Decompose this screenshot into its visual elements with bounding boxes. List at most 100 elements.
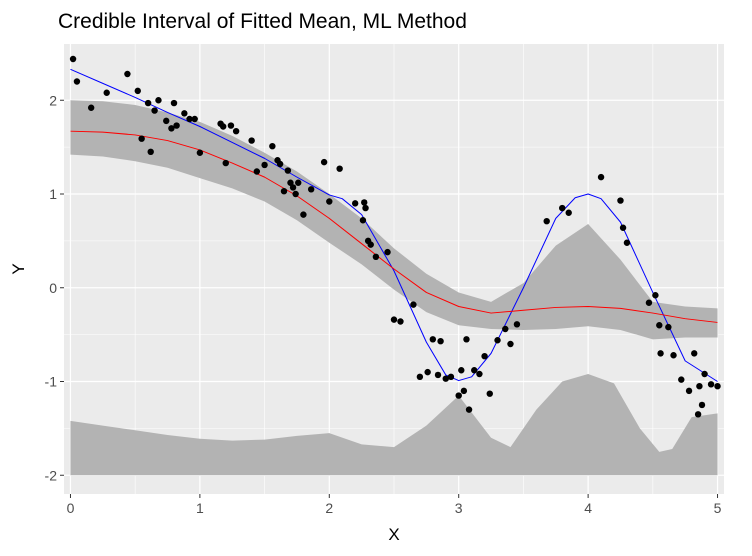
data-point <box>186 115 193 123</box>
data-point <box>617 197 624 204</box>
data-point <box>181 110 188 117</box>
data-point <box>652 292 659 299</box>
data-point <box>359 217 367 224</box>
x-tick-label: 3 <box>455 500 463 516</box>
data-point <box>691 350 698 357</box>
line-layer <box>70 68 718 382</box>
data-point <box>287 179 294 186</box>
data-point <box>714 382 721 390</box>
ribbon-layer <box>70 100 718 476</box>
data-point <box>196 149 204 156</box>
x-tick-label: 2 <box>325 500 333 516</box>
data-point <box>69 55 77 63</box>
x-tick-label: 5 <box>714 500 722 516</box>
data-point <box>261 161 268 169</box>
data-point <box>134 87 141 95</box>
data-point <box>276 160 284 168</box>
true-mean-line <box>70 68 718 382</box>
y-tick-label: 2 <box>49 92 57 108</box>
data-point <box>701 370 708 378</box>
axis-layer: 0 1 2 3 4 5 -2 -1 0 1 2 <box>45 92 722 516</box>
data-point <box>361 199 368 206</box>
data-point <box>320 158 328 166</box>
data-point <box>384 248 391 256</box>
data-point <box>147 148 154 156</box>
data-point <box>565 209 572 216</box>
point-layer <box>69 55 721 418</box>
data-point <box>87 104 95 111</box>
data-point <box>619 224 627 231</box>
credible-interval-ribbon <box>70 374 718 476</box>
data-point <box>513 321 521 328</box>
data-point <box>326 198 333 205</box>
data-point <box>429 336 437 343</box>
data-point <box>698 401 706 409</box>
data-point <box>463 336 470 343</box>
data-point <box>502 325 509 333</box>
fitted-mean-line <box>70 130 718 323</box>
data-point <box>103 89 110 96</box>
data-point <box>124 70 131 78</box>
x-tick-label: 1 <box>196 500 204 516</box>
y-tick-label: 0 <box>49 280 57 296</box>
data-point <box>397 318 404 325</box>
data-point <box>168 125 175 132</box>
data-point <box>559 204 566 212</box>
data-point <box>481 352 488 360</box>
data-point <box>362 204 369 212</box>
data-point <box>416 373 424 381</box>
data-point <box>460 387 468 395</box>
data-point <box>434 371 442 379</box>
data-point <box>410 301 417 308</box>
data-point <box>284 167 292 174</box>
data-point <box>222 159 229 167</box>
data-point <box>219 123 227 130</box>
data-point <box>597 173 605 181</box>
data-point <box>227 122 235 129</box>
data-point <box>543 217 550 225</box>
data-point <box>665 323 672 331</box>
data-point <box>455 392 462 399</box>
data-point <box>170 99 178 107</box>
data-point <box>645 299 653 306</box>
data-point <box>437 337 444 345</box>
data-point <box>471 367 478 374</box>
x-tick-label: 4 <box>584 500 592 516</box>
data-point <box>486 390 493 397</box>
y-axis-title: Y <box>9 263 28 274</box>
chart-title: Credible Interval of Fitted Mean, ML Met… <box>58 10 467 33</box>
data-point <box>507 340 514 348</box>
data-point <box>307 186 315 193</box>
credible-interval-ribbon <box>70 100 718 340</box>
data-point <box>163 117 170 125</box>
data-point <box>289 184 297 191</box>
data-point <box>73 78 81 85</box>
x-axis-title: X <box>388 525 399 544</box>
data-point <box>390 316 398 323</box>
x-tick-label: 0 <box>67 500 75 516</box>
data-point <box>442 375 449 382</box>
data-point <box>138 135 145 142</box>
data-point <box>367 241 374 248</box>
data-point <box>144 99 152 107</box>
data-point <box>292 190 299 198</box>
data-point <box>295 179 302 186</box>
y-tick-label: 1 <box>49 186 57 202</box>
data-point <box>696 382 703 390</box>
data-point <box>685 387 693 395</box>
data-point <box>280 187 288 195</box>
y-tick-label: -1 <box>45 374 58 390</box>
data-point <box>656 322 663 329</box>
data-point <box>476 370 483 378</box>
data-point <box>151 107 158 114</box>
data-point <box>465 406 473 413</box>
data-point <box>657 350 664 357</box>
data-point <box>623 239 631 246</box>
y-tick-label: -2 <box>45 467 58 483</box>
data-point <box>253 168 261 175</box>
data-point <box>694 411 702 418</box>
data-point <box>458 367 465 374</box>
data-point <box>351 200 359 207</box>
data-point <box>300 211 307 218</box>
